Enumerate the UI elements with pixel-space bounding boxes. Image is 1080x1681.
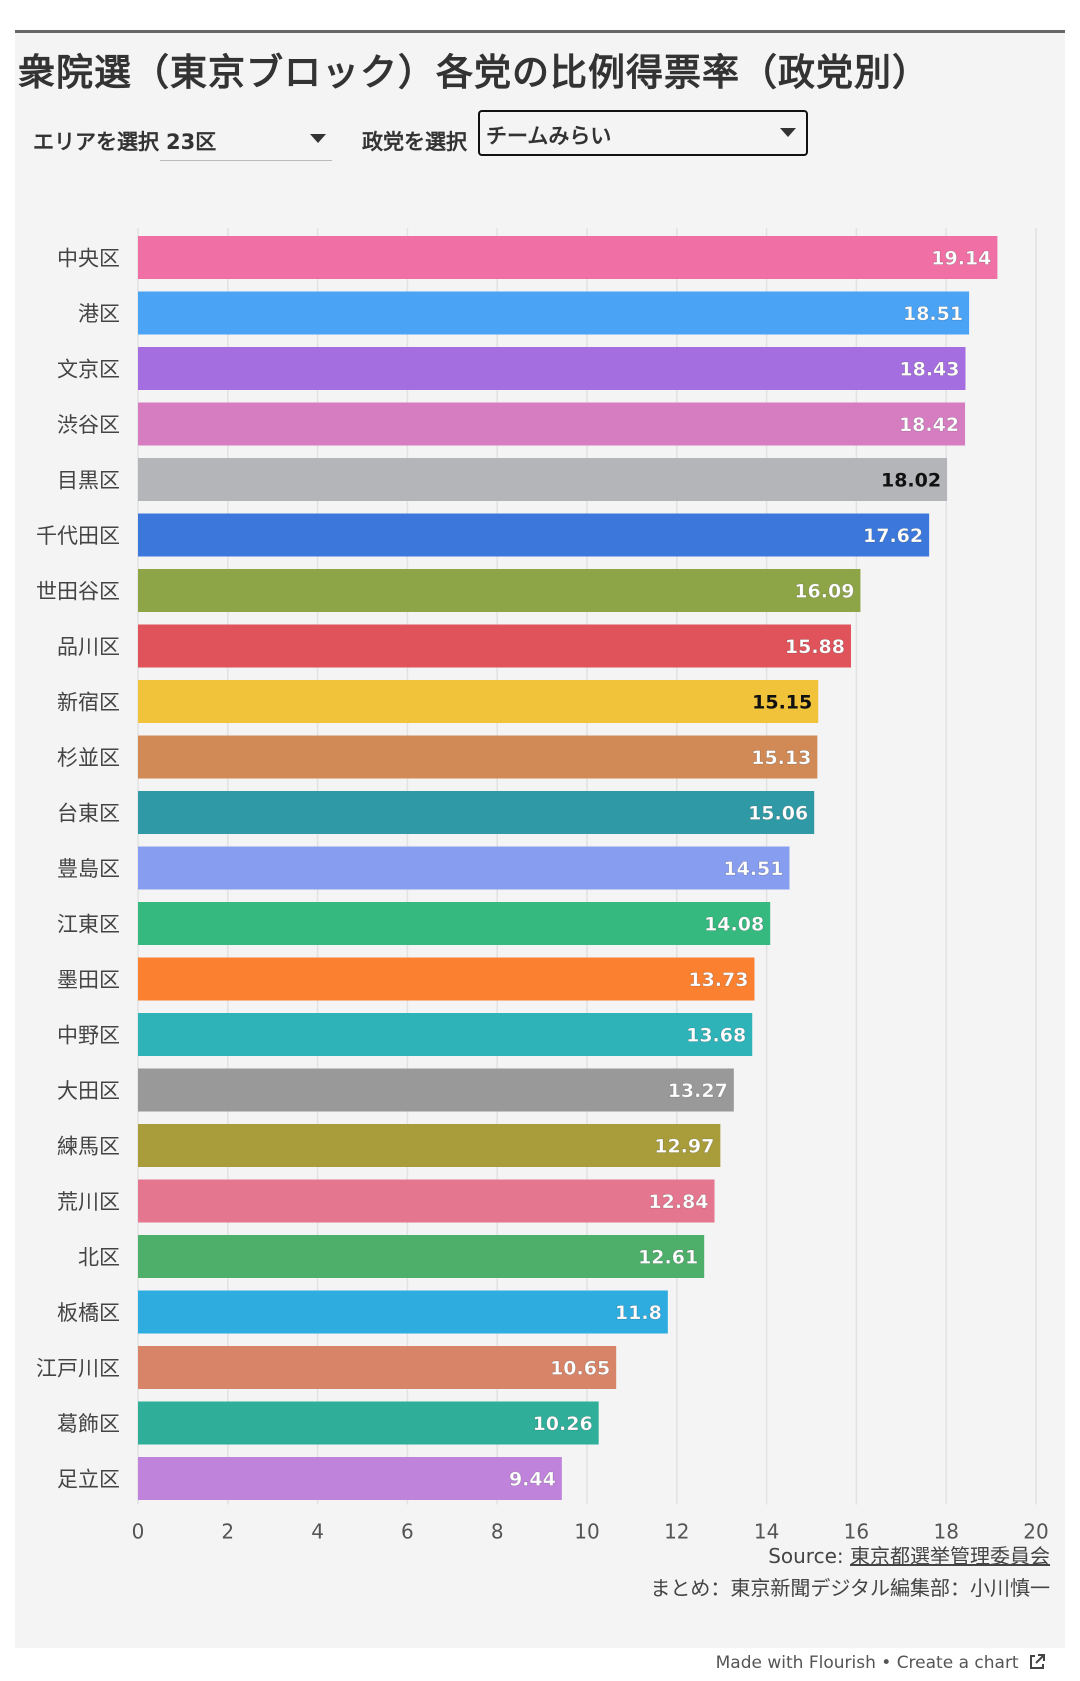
area-select[interactable]: 23区 — [160, 114, 332, 161]
category-label: 大田区 — [57, 1079, 120, 1103]
x-tick-label: 0 — [132, 1520, 145, 1544]
x-tick-label: 12 — [664, 1520, 689, 1544]
category-label: 墨田区 — [57, 968, 120, 992]
bar — [138, 236, 998, 279]
x-tick-label: 10 — [574, 1520, 599, 1544]
external-link-icon[interactable] — [1028, 1653, 1046, 1671]
category-label: 中野区 — [57, 1024, 120, 1048]
category-label: 練馬区 — [57, 1135, 120, 1159]
data-label: 14.51 — [723, 858, 783, 880]
chevron-down-icon — [780, 128, 796, 137]
x-tick-label: 6 — [401, 1520, 414, 1544]
chart-title: 衆院選（東京ブロック）各党の比例得票率（政党別） — [18, 51, 930, 94]
data-label: 12.84 — [648, 1191, 708, 1213]
bar — [138, 1068, 734, 1112]
bar — [138, 1013, 753, 1056]
x-tick-label: 2 — [221, 1520, 234, 1544]
source-note: Source: 東京都選挙管理委員会 — [768, 1540, 1050, 1569]
category-label: 千代田区 — [36, 524, 120, 548]
category-label: 足立区 — [57, 1468, 120, 1492]
x-tick-label: 14 — [754, 1520, 779, 1544]
bar — [138, 1124, 721, 1167]
category-label: 品川区 — [57, 635, 120, 659]
category-label: 港区 — [78, 302, 120, 326]
source-prefix: Source: — [768, 1544, 850, 1568]
x-tick-label: 18 — [933, 1520, 958, 1544]
category-label: 板橋区 — [57, 1301, 120, 1325]
data-label: 15.06 — [748, 803, 808, 825]
category-label: 北区 — [78, 1246, 120, 1270]
area-select-value: 23区 — [166, 130, 217, 154]
bar — [138, 735, 818, 779]
footer-separator: • — [875, 1653, 897, 1673]
category-label: 豊島区 — [57, 857, 120, 881]
bar — [138, 513, 930, 557]
made-with-flourish-link[interactable]: Made with Flourish — [715, 1653, 876, 1673]
data-label: 10.65 — [550, 1358, 610, 1380]
bar — [138, 347, 966, 390]
data-label: 17.62 — [863, 525, 923, 547]
category-label: 渋谷区 — [57, 413, 120, 437]
create-chart-link[interactable]: Create a chart — [896, 1653, 1019, 1673]
category-label: 目黒区 — [57, 469, 120, 493]
bar — [138, 402, 966, 446]
party-select[interactable]: チームみらい — [478, 110, 808, 156]
x-tick-label: 8 — [491, 1520, 504, 1544]
data-label: 14.08 — [704, 914, 764, 936]
data-label: 10.26 — [533, 1413, 593, 1435]
bar — [138, 957, 755, 1001]
bar — [138, 624, 852, 668]
data-label: 19.14 — [931, 248, 991, 270]
category-label: 新宿区 — [57, 691, 120, 715]
category-label: 葛飾区 — [57, 1412, 120, 1436]
category-label: 文京区 — [57, 358, 120, 382]
category-label: 台東区 — [57, 802, 120, 826]
data-label: 15.88 — [785, 636, 845, 658]
bar — [138, 1401, 599, 1445]
bar — [138, 291, 970, 335]
bar — [138, 458, 948, 501]
data-label: 18.51 — [903, 303, 963, 325]
data-label: 16.09 — [794, 581, 854, 603]
category-label: 世田谷区 — [36, 580, 120, 604]
category-label: 江東区 — [57, 913, 120, 937]
category-label: 中央区 — [57, 247, 120, 271]
data-label: 13.68 — [686, 1025, 746, 1047]
data-label: 12.97 — [654, 1136, 714, 1158]
source-link[interactable]: 東京都選挙管理委員会 — [850, 1544, 1050, 1568]
data-label: 15.15 — [752, 692, 812, 714]
area-select-label: エリアを選択 — [33, 130, 159, 154]
data-label: 13.27 — [668, 1080, 728, 1102]
party-select-label: 政党を選択 — [362, 130, 467, 154]
bar — [138, 1457, 562, 1500]
bar — [138, 1235, 705, 1278]
credit-note: まとめ：東京新聞デジタル編集部：小川慎一 — [650, 1576, 1050, 1600]
x-tick-label: 20 — [1023, 1520, 1048, 1544]
data-label: 12.61 — [638, 1247, 698, 1269]
x-tick-label: 4 — [311, 1520, 324, 1544]
bar — [138, 1290, 668, 1334]
category-label: 杉並区 — [57, 746, 120, 770]
data-label: 15.13 — [751, 747, 811, 769]
party-select-value: チームみらい — [486, 124, 612, 148]
chevron-down-icon — [310, 134, 326, 143]
category-label: 荒川区 — [57, 1190, 120, 1214]
data-label: 18.42 — [899, 414, 959, 436]
data-label: 13.73 — [688, 969, 748, 991]
data-label: 18.43 — [899, 359, 959, 381]
bar — [138, 791, 815, 834]
flourish-footer: Made with Flourish • Create a chart — [716, 1653, 1046, 1673]
bar — [138, 902, 771, 945]
category-label: 江戸川区 — [36, 1357, 120, 1381]
bar — [138, 680, 819, 723]
data-label: 18.02 — [881, 470, 941, 492]
data-label: 9.44 — [509, 1469, 556, 1491]
bar — [138, 846, 790, 890]
bar — [138, 1179, 715, 1223]
x-tick-label: 16 — [844, 1520, 869, 1544]
bar — [138, 569, 861, 612]
bar — [138, 1346, 617, 1389]
data-label: 11.8 — [615, 1302, 662, 1324]
